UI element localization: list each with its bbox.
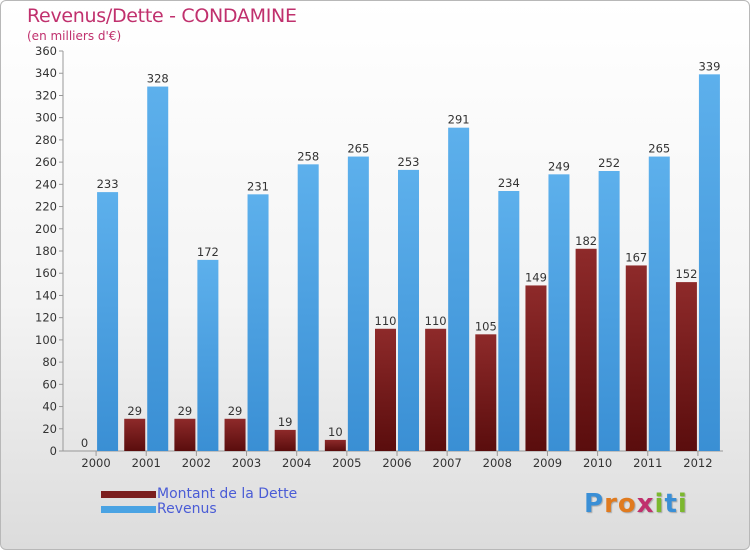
legend-swatch-revenue — [101, 506, 156, 513]
bar-debt — [675, 282, 697, 451]
bar-revenue — [147, 86, 169, 452]
data-label-debt: 182 — [575, 234, 597, 248]
y-tick-label: 120 — [35, 311, 57, 325]
data-label-revenue: 231 — [247, 179, 269, 193]
y-tick-label: 320 — [35, 88, 57, 102]
y-tick-label: 200 — [35, 222, 57, 236]
data-label-debt: 149 — [525, 270, 547, 284]
x-tick-label: 2009 — [533, 456, 562, 470]
logo-letter: P — [584, 489, 605, 519]
logo-letter: o — [617, 489, 637, 519]
logo-letter: t — [664, 489, 678, 519]
y-tick-label: 260 — [35, 155, 57, 169]
bar-debt — [224, 418, 246, 451]
x-tick-label: 2003 — [232, 456, 261, 470]
data-label-debt: 167 — [625, 250, 647, 264]
x-tick-label: 2008 — [483, 456, 512, 470]
x-tick-label: 2007 — [433, 456, 462, 470]
data-label-revenue: 249 — [548, 159, 570, 173]
data-label-debt: 105 — [475, 319, 497, 333]
y-tick-label: 240 — [35, 177, 57, 191]
y-tick-label: 40 — [42, 400, 57, 414]
bar-revenue — [498, 191, 520, 451]
bar-revenue — [448, 127, 470, 452]
y-tick-label: 80 — [42, 355, 57, 369]
data-label-revenue: 233 — [97, 177, 119, 191]
legend-swatch-debt — [101, 491, 156, 498]
bar-debt — [124, 418, 146, 451]
bar-debt — [625, 265, 647, 451]
y-tick-label: 20 — [42, 422, 57, 436]
bar-debt — [425, 328, 447, 451]
data-label-debt: 110 — [375, 314, 397, 328]
bar-revenue — [398, 169, 419, 451]
y-tick-label: 160 — [35, 266, 57, 280]
bar-revenue — [698, 74, 720, 451]
legend-label-debt: Montant de la Dette — [157, 486, 298, 502]
bar-debt — [375, 328, 396, 451]
logo-letter: i — [677, 489, 688, 519]
y-tick-label: 280 — [35, 133, 57, 147]
bar-debt — [575, 248, 597, 451]
y-tick-label: 360 — [35, 44, 57, 58]
x-tick-label: 2002 — [182, 456, 211, 470]
y-tick-label: 220 — [35, 200, 57, 214]
data-label-revenue: 339 — [698, 59, 720, 73]
bar-revenue — [97, 192, 119, 451]
x-tick-label: 2012 — [683, 456, 712, 470]
data-label-debt: 19 — [278, 415, 293, 429]
data-label-revenue: 265 — [347, 142, 369, 156]
y-tick-label: 180 — [35, 244, 57, 258]
data-label-revenue: 258 — [297, 149, 319, 163]
y-tick-label: 0 — [50, 444, 57, 458]
x-tick-label: 2000 — [81, 456, 110, 470]
data-label-revenue: 265 — [648, 142, 670, 156]
chart-title: Revenus/Dette - CONDAMINE — [27, 5, 297, 27]
y-tick-label: 300 — [35, 111, 57, 125]
bar-revenue — [197, 259, 219, 451]
data-label-revenue: 172 — [197, 245, 219, 259]
bar-revenue — [247, 194, 269, 452]
bar-debt — [174, 418, 196, 451]
logo-letter: i — [654, 489, 665, 519]
data-label-debt: 29 — [228, 404, 243, 418]
bar-revenue — [548, 174, 570, 452]
y-tick-label: 140 — [35, 288, 57, 302]
x-tick-label: 2001 — [132, 456, 161, 470]
bar-revenue — [648, 156, 670, 452]
data-label-debt: 10 — [328, 425, 343, 439]
bar-debt — [274, 429, 296, 451]
bar-debt — [324, 439, 346, 451]
x-tick-label: 2005 — [332, 456, 361, 470]
x-tick-label: 2004 — [282, 456, 311, 470]
data-label-revenue: 291 — [448, 113, 470, 127]
data-label-debt: 152 — [675, 267, 697, 281]
data-label-revenue: 253 — [398, 155, 420, 169]
proxiti-logo: Proxiti — [584, 489, 688, 519]
legend-label-revenue: Revenus — [157, 501, 217, 517]
data-label-revenue: 328 — [147, 72, 169, 86]
y-tick-label: 100 — [35, 333, 57, 347]
data-label-revenue: 252 — [598, 156, 620, 170]
data-label-debt: 29 — [178, 404, 193, 418]
chart-subtitle: (en milliers d'€) — [27, 29, 122, 43]
x-tick-label: 2011 — [633, 456, 662, 470]
bar-revenue — [598, 171, 620, 451]
x-tick-label: 2010 — [583, 456, 612, 470]
data-label-debt: 110 — [425, 314, 447, 328]
logo-letter: x — [636, 489, 655, 519]
bar-debt — [475, 334, 497, 451]
bar-revenue — [347, 156, 369, 452]
bar-revenue — [297, 164, 319, 452]
logo-letter: r — [604, 489, 618, 519]
bar-debt — [525, 285, 547, 451]
x-tick-label: 2006 — [382, 456, 411, 470]
data-label-debt: 0 — [81, 436, 88, 450]
y-tick-label: 60 — [42, 377, 57, 391]
data-label-debt: 29 — [127, 404, 142, 418]
y-tick-label: 340 — [35, 66, 57, 80]
data-label-revenue: 234 — [498, 176, 520, 190]
